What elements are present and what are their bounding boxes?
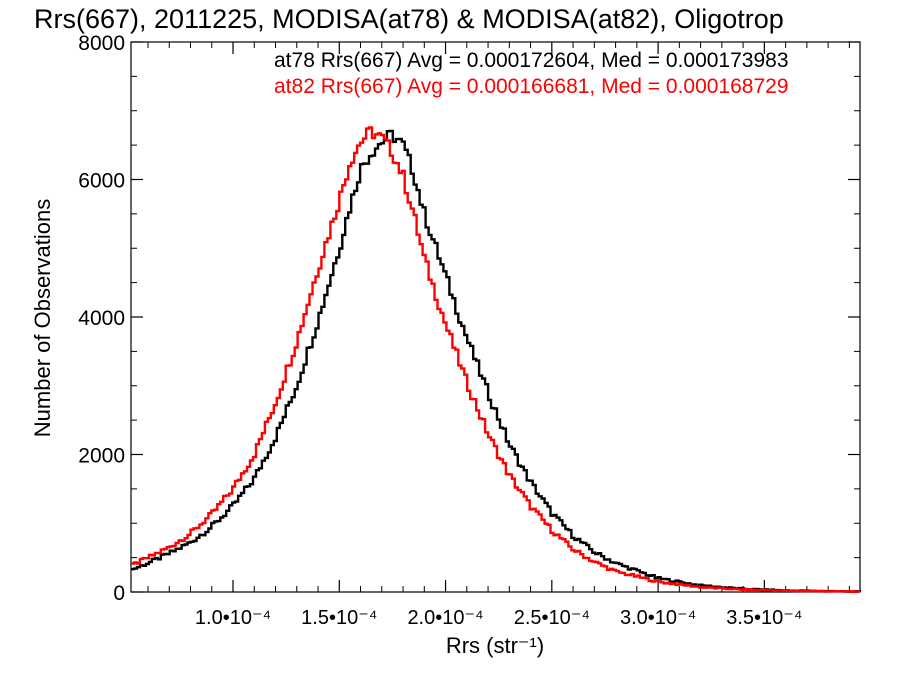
y-axis-label: Number of Observations xyxy=(30,199,55,437)
plot-frame xyxy=(130,41,861,593)
y-tick-label: 2000 xyxy=(78,445,125,468)
y-tick-label: 4000 xyxy=(78,307,125,330)
x-tick-label: 1.0•10⁻⁴ xyxy=(195,607,271,629)
stats-annotation-2: at82 Rrs(667) Avg = 0.000166681, Med = 0… xyxy=(274,75,789,98)
y-tick-label: 6000 xyxy=(78,170,125,193)
x-tick-label: 2.5•10⁻⁴ xyxy=(514,607,590,629)
y-tick-label: 0 xyxy=(113,582,125,605)
plot-area: 0 2000 4000 6000 8000 1.0•10⁻⁴ 1.5•10⁻⁴ 2.0•10⁻… xyxy=(78,32,862,629)
y-tick-label: 8000 xyxy=(78,32,125,55)
series-at78-line xyxy=(131,129,862,593)
chart-title: Rrs(667), 2011225, MODISA(at78) & MODISA… xyxy=(34,4,784,34)
x-tick-label: 3.5•10⁻⁴ xyxy=(726,607,802,629)
stats-annotation-1: at78 Rrs(667) Avg = 0.000172604, Med = 0… xyxy=(274,49,789,72)
x-tick-label: 3.0•10⁻⁴ xyxy=(620,607,696,629)
series-at82-line xyxy=(131,126,860,593)
x-tick-label: 1.5•10⁻⁴ xyxy=(301,607,377,629)
x-tick-label: 2.0•10⁻⁴ xyxy=(407,607,483,629)
x-axis-label: Rrs (str⁻¹) xyxy=(446,633,544,658)
